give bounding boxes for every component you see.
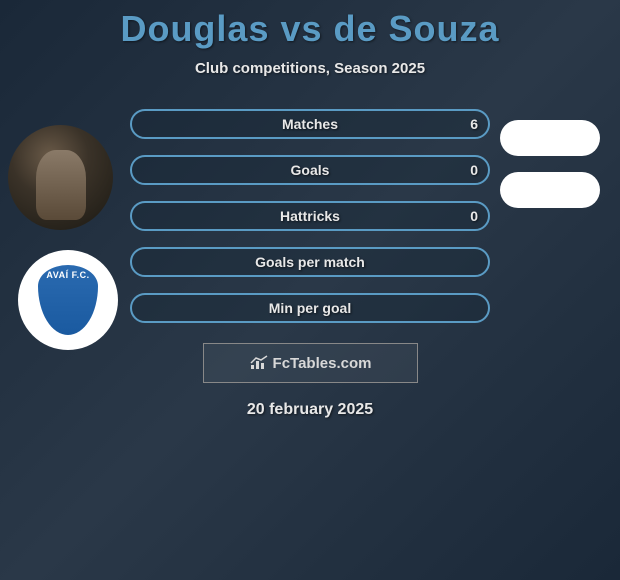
- stat-pill: Hattricks 0: [130, 201, 490, 231]
- chart-icon: [249, 355, 269, 371]
- stat-label: Goals per match: [255, 254, 365, 270]
- stat-pill: Goals per match: [130, 247, 490, 277]
- stat-row-min-per-goal: Min per goal: [130, 293, 490, 323]
- stat-value: 0: [470, 208, 478, 224]
- date-text: 20 february 2025: [0, 401, 620, 419]
- attribution-box: FcTables.com: [203, 343, 418, 383]
- stat-label: Matches: [282, 116, 338, 132]
- stat-pill: Goals 0: [130, 155, 490, 185]
- badge-text: AVAÍ F.C.: [28, 270, 108, 280]
- stat-pill: Matches 6: [130, 109, 490, 139]
- attribution-text: FcTables.com: [273, 355, 372, 372]
- stat-label: Hattricks: [280, 208, 340, 224]
- badge-inner: AVAÍ F.C.: [28, 260, 108, 340]
- stat-label: Goals: [291, 162, 330, 178]
- player-photo: [8, 125, 113, 230]
- right-pill-2: [500, 172, 600, 208]
- stat-row-goals: Goals 0: [130, 155, 490, 185]
- stat-label: Min per goal: [269, 300, 351, 316]
- stat-row-matches: Matches 6: [130, 109, 490, 139]
- stat-pill: Min per goal: [130, 293, 490, 323]
- club-badge: AVAÍ F.C.: [18, 250, 118, 350]
- page-title: Douglas vs de Souza: [0, 8, 620, 50]
- stat-row-hattricks: Hattricks 0: [130, 201, 490, 231]
- right-pill-1: [500, 120, 600, 156]
- stat-value: 6: [470, 116, 478, 132]
- stat-row-goals-per-match: Goals per match: [130, 247, 490, 277]
- stat-value: 0: [470, 162, 478, 178]
- subtitle: Club competitions, Season 2025: [0, 60, 620, 77]
